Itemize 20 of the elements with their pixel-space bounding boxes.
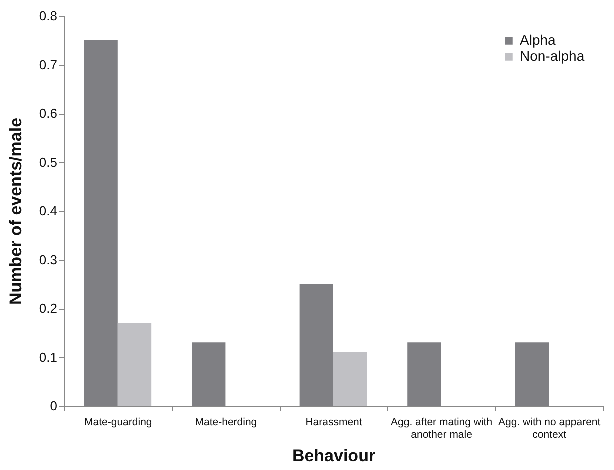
y-tick-label: 0.7 bbox=[39, 57, 58, 72]
legend-label: Non-alpha bbox=[520, 48, 585, 64]
y-tick-label: 0 bbox=[50, 398, 58, 414]
y-tick-label: 0.1 bbox=[39, 350, 58, 365]
x-tick-label: Mate-herding bbox=[195, 416, 258, 428]
x-tick-label: Mate-guarding bbox=[84, 416, 152, 428]
y-tick-label: 0.5 bbox=[39, 154, 58, 170]
y-tick-label: 0.2 bbox=[39, 301, 58, 316]
bar bbox=[118, 323, 152, 406]
y-tick-label: 0.4 bbox=[39, 204, 58, 218]
y-tick-label: 0.8 bbox=[39, 8, 58, 24]
legend-label: Alpha bbox=[520, 32, 556, 48]
x-tick-label: Harassment bbox=[306, 416, 362, 428]
y-tick-label: 0.3 bbox=[39, 252, 58, 268]
y-axis-title: Number of events/male bbox=[6, 118, 26, 306]
x-axis-title: Behaviour bbox=[292, 446, 376, 466]
x-tick-label: Agg. after mating with another male bbox=[391, 416, 493, 441]
x-tick-label: Agg. with no apparent context bbox=[498, 416, 601, 441]
bar bbox=[334, 352, 368, 406]
y-tick-label: 0.6 bbox=[39, 106, 58, 121]
